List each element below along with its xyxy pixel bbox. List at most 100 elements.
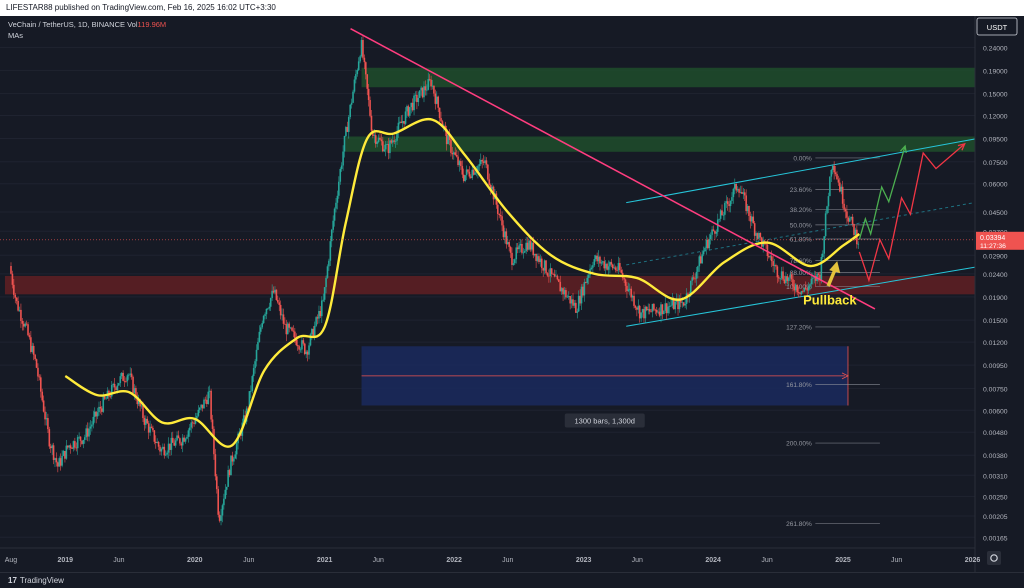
candle-body bbox=[837, 179, 840, 183]
candle-body bbox=[817, 273, 820, 275]
candle-body bbox=[804, 287, 807, 290]
candle-body bbox=[71, 448, 73, 449]
candle-body bbox=[759, 232, 762, 238]
candle-body bbox=[52, 445, 55, 460]
fib-level-label: 50.00% bbox=[790, 222, 812, 229]
candle-body bbox=[769, 256, 772, 258]
settings-gear-icon[interactable] bbox=[987, 551, 1001, 565]
candle-body bbox=[64, 450, 66, 459]
y-tick-label: 0.01200 bbox=[983, 340, 1008, 347]
candle-body bbox=[539, 258, 542, 263]
candle-body bbox=[250, 390, 252, 392]
candle-body bbox=[259, 327, 262, 332]
candle-body bbox=[269, 298, 272, 307]
candle-body bbox=[545, 260, 547, 274]
candle-body bbox=[27, 324, 29, 336]
candle-body bbox=[162, 446, 164, 449]
candle-body bbox=[829, 176, 831, 197]
candle-body bbox=[10, 266, 12, 274]
candle-body bbox=[485, 160, 488, 165]
candle-body bbox=[197, 409, 200, 416]
candle-body bbox=[743, 192, 746, 196]
y-tick-label: 0.00165 bbox=[983, 535, 1008, 542]
channel-upper-line bbox=[626, 138, 978, 204]
currency-button[interactable] bbox=[976, 17, 1018, 36]
candle-body bbox=[274, 289, 276, 293]
candle-body bbox=[389, 140, 391, 154]
candle-body bbox=[474, 172, 476, 175]
y-tick-label: 0.04500 bbox=[983, 210, 1008, 217]
candle-body bbox=[790, 274, 793, 280]
candle-body bbox=[540, 258, 543, 269]
candle-body bbox=[339, 168, 342, 182]
candle-body bbox=[546, 273, 549, 276]
y-tick-label: 0.02900 bbox=[983, 253, 1008, 260]
candle-body bbox=[729, 200, 732, 207]
candle-body bbox=[421, 87, 424, 98]
candle-body bbox=[252, 368, 255, 377]
candle-body bbox=[413, 95, 415, 111]
candle-body bbox=[79, 436, 82, 441]
candle-body bbox=[796, 284, 799, 293]
candle-body bbox=[663, 310, 665, 315]
candle-body bbox=[191, 422, 194, 424]
candle-body bbox=[741, 192, 743, 194]
candle-body bbox=[88, 428, 90, 437]
candle-body bbox=[393, 140, 395, 142]
candle-body bbox=[570, 299, 573, 304]
candle-body bbox=[408, 107, 411, 116]
candle-body bbox=[770, 256, 773, 262]
candle-body bbox=[648, 309, 651, 312]
candle-body bbox=[418, 90, 421, 98]
candle-body bbox=[594, 255, 597, 260]
chart-frame[interactable]: 1300 bars, 1,300d 0.00% 23.60% 38.20% 50.00… bbox=[0, 16, 1024, 572]
candle-body bbox=[682, 302, 685, 306]
candle-body bbox=[41, 391, 44, 401]
candle-body bbox=[350, 102, 353, 105]
candle-body bbox=[665, 303, 668, 314]
candle-body bbox=[768, 256, 770, 258]
candle-body bbox=[333, 208, 336, 221]
candle-body bbox=[458, 161, 461, 166]
fib-level-label: 88.00% bbox=[790, 270, 812, 277]
y-tick-label: 0.19000 bbox=[983, 68, 1008, 75]
candle-body bbox=[850, 216, 852, 219]
last-price-value: 0.03394 bbox=[980, 235, 1005, 242]
price-chart[interactable]: 1300 bars, 1,300d 0.00% 23.60% 38.20% 50.00… bbox=[0, 16, 1024, 572]
candle-body bbox=[235, 443, 238, 455]
candle-body bbox=[484, 160, 486, 163]
candle-body bbox=[120, 372, 123, 377]
publisher-bar: LIFESTAR88 published on TradingView.com,… bbox=[0, 0, 1024, 16]
y-tick-label: 0.07500 bbox=[983, 160, 1008, 167]
candle-body bbox=[792, 279, 794, 287]
candle-body bbox=[133, 388, 136, 393]
candle-body bbox=[447, 135, 449, 145]
candle-body bbox=[579, 295, 581, 304]
candle-body bbox=[773, 265, 776, 266]
candle-body bbox=[633, 295, 635, 306]
axis-layer: 0.24000 0.19000 0.15000 0.12000 0.09500 0.075… bbox=[0, 16, 1024, 572]
candle-body bbox=[152, 427, 154, 431]
candle-body bbox=[699, 256, 702, 264]
candle-body bbox=[213, 428, 215, 455]
candle-body bbox=[611, 264, 614, 269]
candle-body bbox=[142, 405, 144, 419]
candle-body bbox=[198, 407, 201, 410]
x-tick-label: 2021 bbox=[317, 557, 333, 564]
candle-body bbox=[406, 106, 408, 112]
candle-body bbox=[695, 271, 698, 279]
candle-body bbox=[110, 385, 113, 397]
candle-body bbox=[299, 349, 302, 351]
candle-body bbox=[660, 304, 662, 316]
candle-body bbox=[89, 426, 92, 429]
candle-body bbox=[634, 305, 637, 308]
candle-body bbox=[756, 233, 759, 239]
candle-body bbox=[275, 289, 278, 300]
candle-body bbox=[508, 242, 510, 247]
candle-body bbox=[355, 74, 357, 80]
candle-body bbox=[516, 247, 519, 250]
candle-body bbox=[136, 398, 139, 405]
candle-body bbox=[303, 343, 306, 355]
candle-body bbox=[387, 143, 390, 154]
candle-body bbox=[367, 88, 370, 101]
